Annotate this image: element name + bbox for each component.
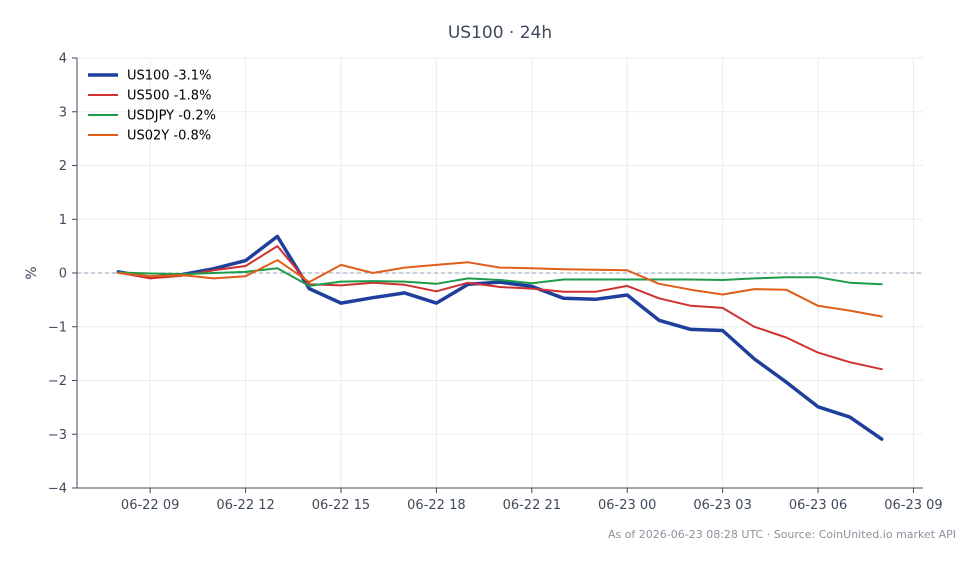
legend-label-3: US02Y -0.8% xyxy=(127,129,211,144)
x-tick-label: 06-22 15 xyxy=(312,498,370,513)
legend-label-0: US100 -3.1% xyxy=(127,69,211,84)
series-lines xyxy=(116,234,884,441)
y-tick-label: 4 xyxy=(59,52,67,67)
y-ticks: 4 3 2 1 0 −1 −2 −3 −4 xyxy=(48,52,77,497)
footer-source: As of 2026-06-23 08:28 UTC · Source: Coi… xyxy=(608,528,956,541)
x-tick-label: 06-23 00 xyxy=(598,498,656,513)
chart-title: US100 · 24h xyxy=(448,23,552,43)
legend-label-2: USDJPY -0.2% xyxy=(127,109,216,124)
series-line-0 xyxy=(116,234,884,441)
y-tick-label: 1 xyxy=(59,213,67,228)
series-line-1 xyxy=(117,245,883,371)
x-tick-label: 06-22 18 xyxy=(407,498,465,513)
y-tick-label: −2 xyxy=(48,374,67,389)
legend-label-1: US500 -1.8% xyxy=(127,89,211,104)
series-line-3 xyxy=(117,259,883,318)
legend: US100 -3.1% US500 -1.8% USDJPY -0.2% US02Y … xyxy=(88,69,216,144)
y-tick-label: −4 xyxy=(48,482,67,497)
y-tick-label: 2 xyxy=(59,159,67,174)
x-tick-label: 06-22 09 xyxy=(121,498,179,513)
x-tick-label: 06-23 09 xyxy=(884,498,942,513)
y-axis-label: % xyxy=(24,266,40,279)
y-tick-label: 0 xyxy=(59,267,67,282)
x-tick-label: 06-22 12 xyxy=(216,498,274,513)
series-line-2 xyxy=(117,267,883,287)
x-ticks: 06-22 09 06-22 12 06-22 15 06-22 18 06-22 21… xyxy=(121,488,943,513)
y-tick-label: −1 xyxy=(48,320,67,335)
y-tick-label: 3 xyxy=(59,105,67,120)
x-tick-label: 06-23 06 xyxy=(789,498,847,513)
y-tick-label: −3 xyxy=(48,428,67,443)
x-tick-label: 06-22 21 xyxy=(503,498,561,513)
x-tick-label: 06-23 03 xyxy=(693,498,751,513)
